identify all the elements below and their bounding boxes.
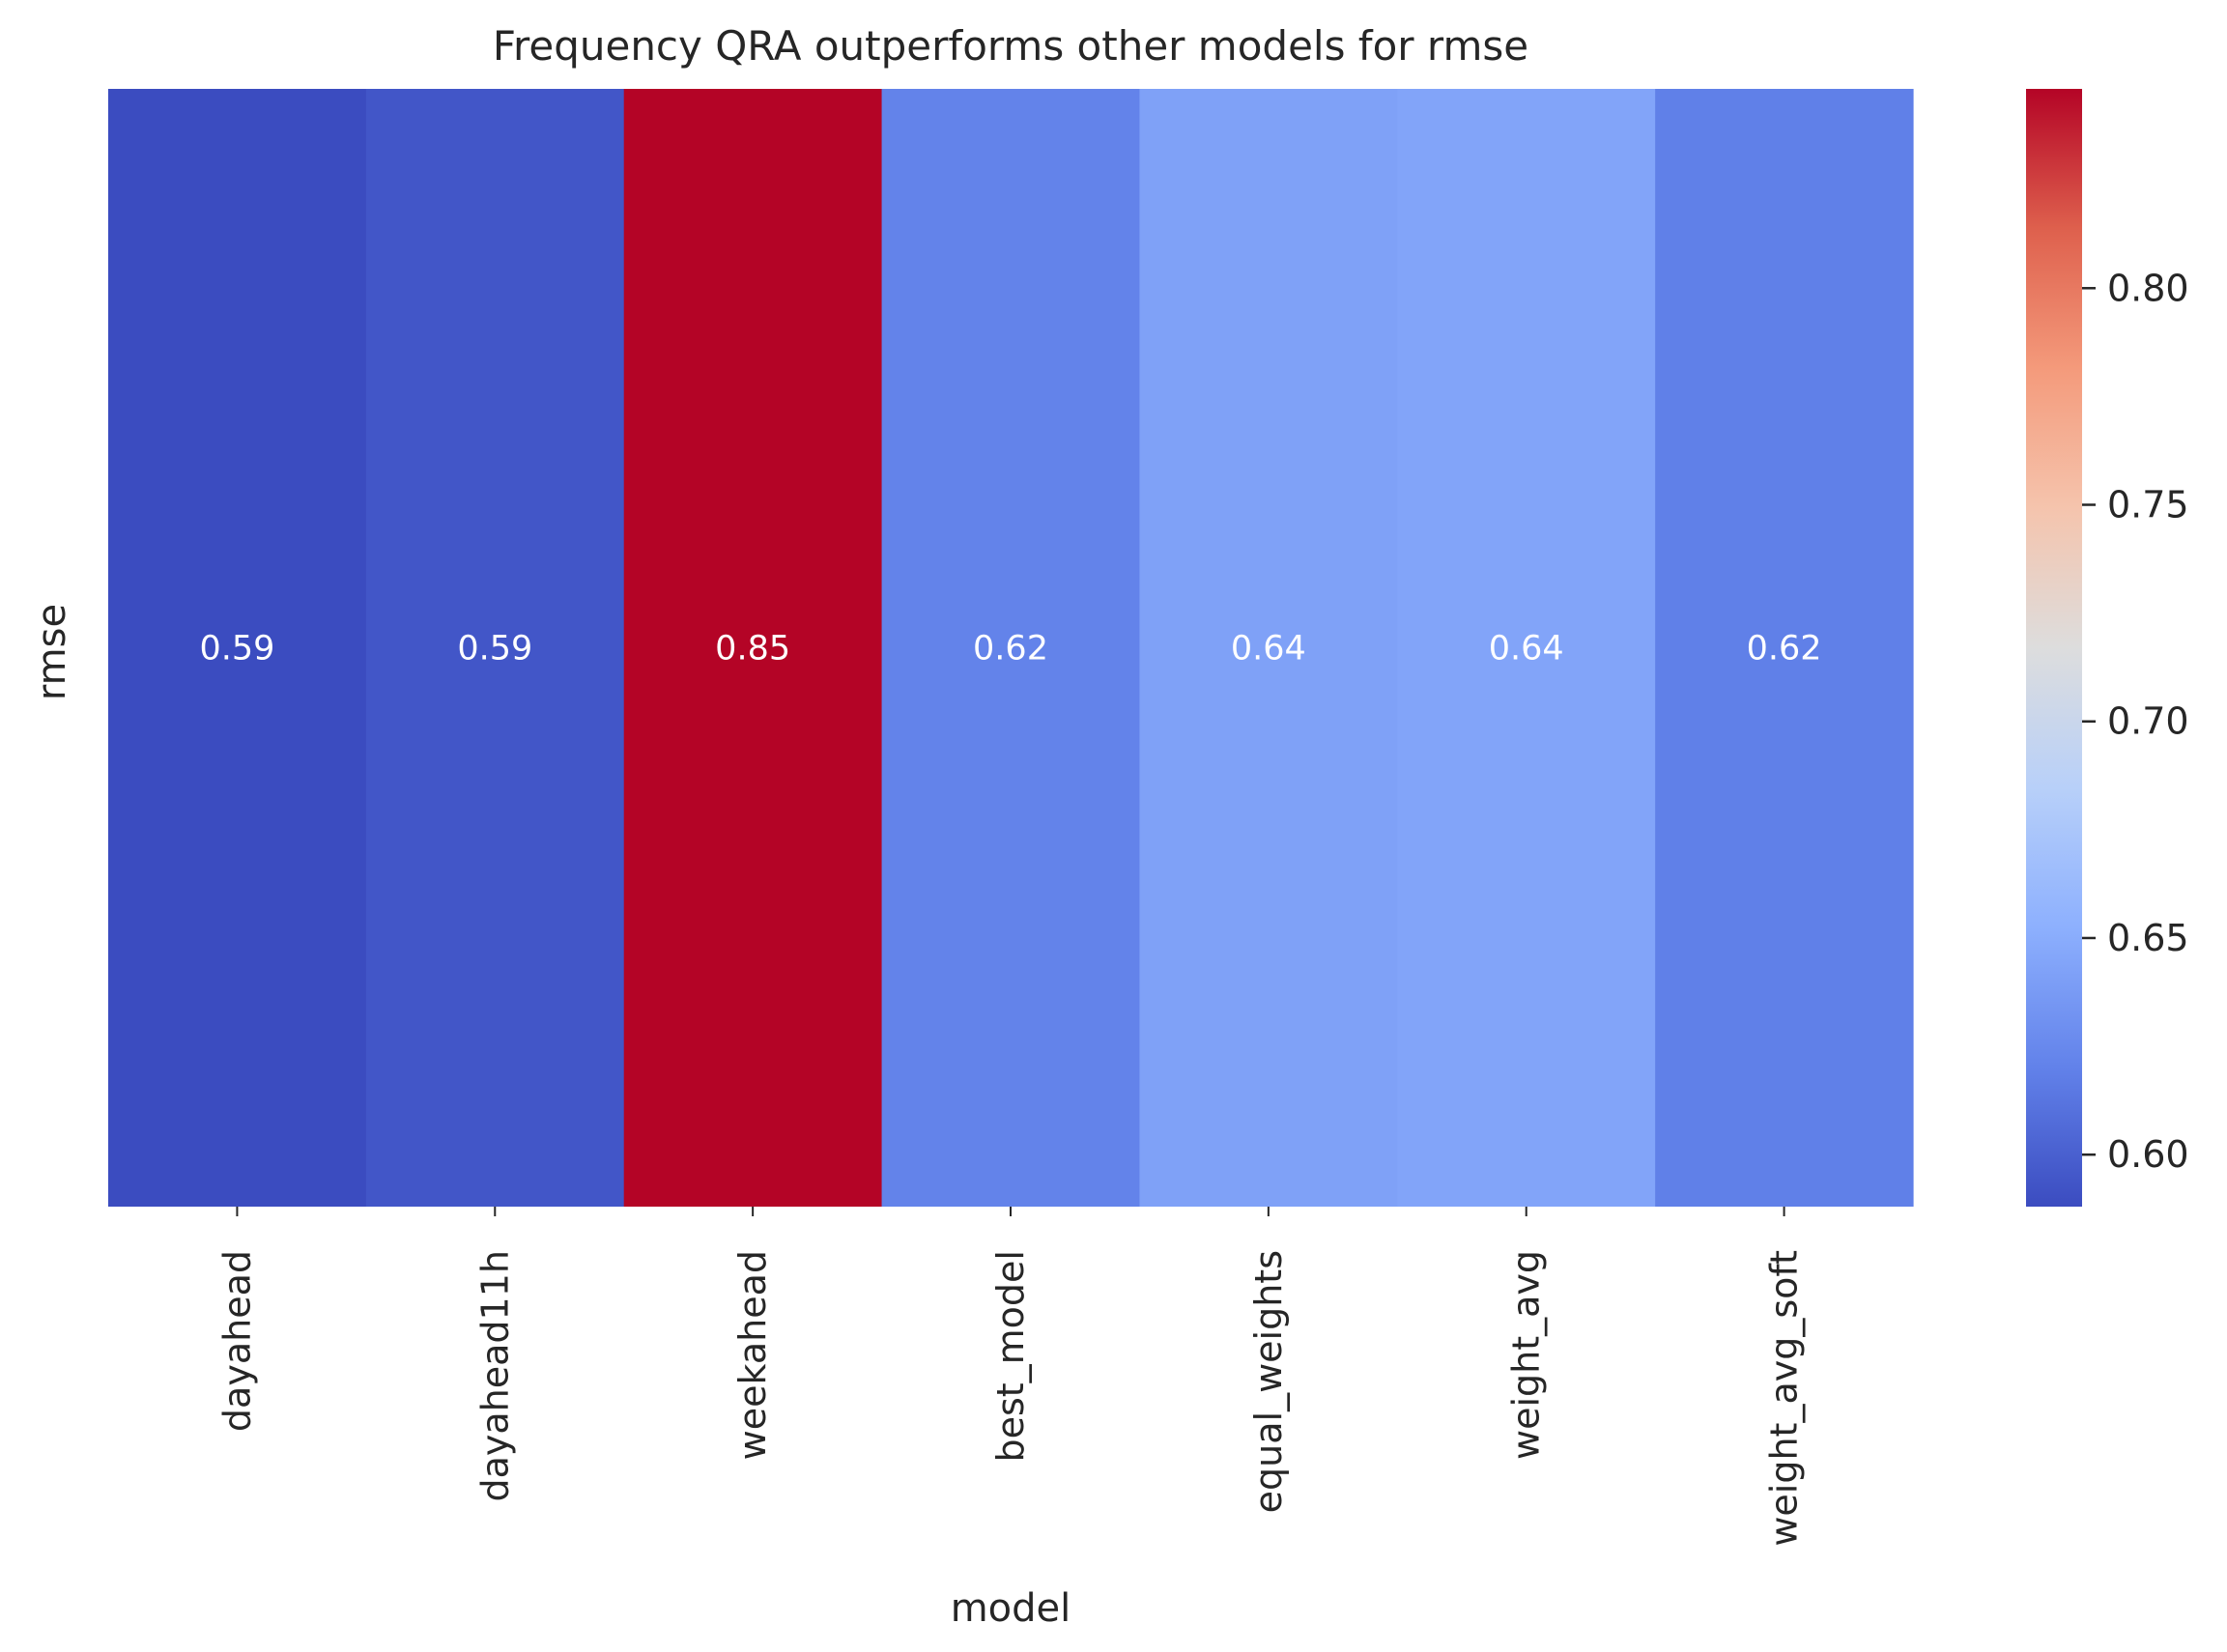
colorbar-tick-label: 0.65 bbox=[2107, 917, 2189, 959]
x-tick-label-best_model: best_model bbox=[989, 1250, 1032, 1463]
x-tick-label-weight_avg: weight_avg bbox=[1505, 1250, 1548, 1460]
chart-title: Frequency QRA outperforms other models f… bbox=[493, 22, 1528, 70]
cell-value-label: 0.64 bbox=[1489, 630, 1564, 669]
colorbar-tick-label: 0.60 bbox=[2107, 1133, 2189, 1176]
cell-value-label: 0.59 bbox=[199, 630, 274, 669]
cell-annotations: 0.59 0.59 0.85 0.62 0.64 0.64 0.62 bbox=[199, 630, 1821, 669]
colorbar-tick-label: 0.80 bbox=[2107, 267, 2189, 309]
heatmap-cells bbox=[108, 89, 1914, 1207]
y-axis-label: rmse bbox=[30, 604, 74, 700]
heatmap-cell-dayahead bbox=[108, 89, 367, 1207]
x-tick-label-equal_weights: equal_weights bbox=[1247, 1250, 1290, 1513]
colorbar-tick-label: 0.75 bbox=[2107, 484, 2189, 527]
heatmap-cell-weight_avg bbox=[1397, 89, 1656, 1207]
heatmap-cell-equal_weights bbox=[1139, 89, 1398, 1207]
colorbar-tick-label: 0.70 bbox=[2107, 700, 2189, 743]
x-tick-label-weight_avg_soft: weight_avg_soft bbox=[1763, 1250, 1806, 1547]
x-tick-label-dayahead: dayahead bbox=[215, 1250, 258, 1432]
x-axis-tick-labels: dayahead dayahead11h weekahead best_model eq… bbox=[215, 1207, 1806, 1547]
cell-value-label: 0.62 bbox=[1747, 630, 1822, 669]
x-axis-label: model bbox=[951, 1586, 1071, 1631]
cell-value-label: 0.64 bbox=[1231, 630, 1306, 669]
heatmap-cell-weight_avg_soft bbox=[1655, 89, 1914, 1207]
heatmap-cell-dayahead11h bbox=[365, 89, 625, 1207]
cell-value-label: 0.59 bbox=[457, 630, 532, 669]
x-tick-label-weekahead: weekahead bbox=[731, 1250, 774, 1460]
cell-value-label: 0.62 bbox=[973, 630, 1048, 669]
colorbar-ticks: 0.60 0.65 0.70 0.75 0.80 bbox=[2082, 267, 2189, 1176]
cell-value-label: 0.85 bbox=[715, 630, 790, 669]
heatmap-cell-best_model bbox=[881, 89, 1141, 1207]
x-tick-label-dayahead11h: dayahead11h bbox=[473, 1250, 516, 1502]
colorbar bbox=[2026, 89, 2082, 1207]
heatmap-cell-weekahead bbox=[623, 89, 883, 1207]
